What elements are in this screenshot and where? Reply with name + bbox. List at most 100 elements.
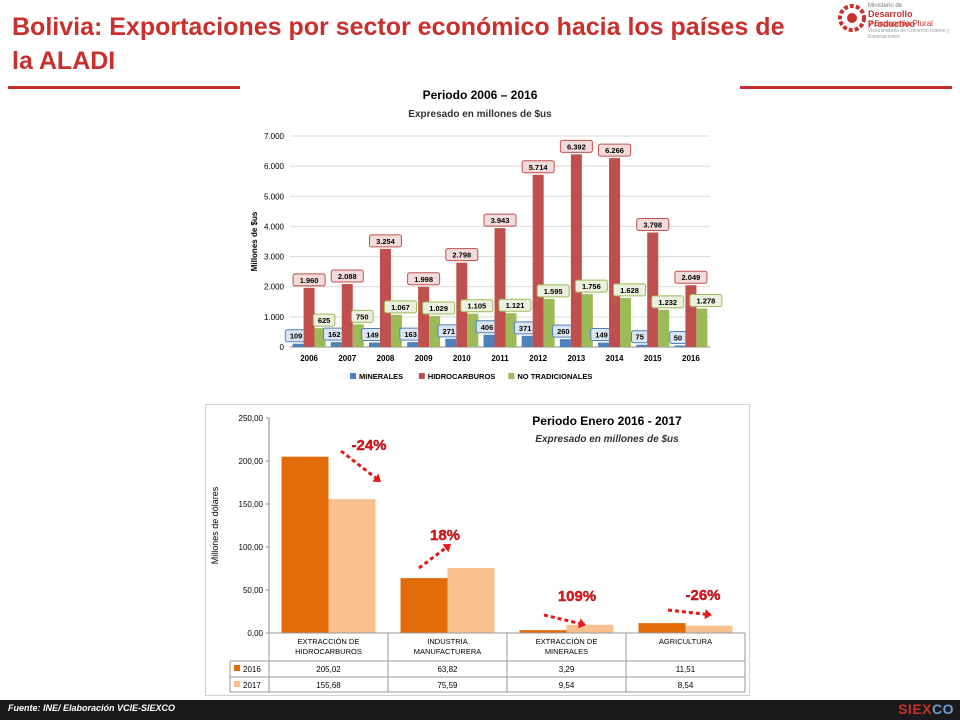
data-label-box: [330, 269, 364, 283]
x-tick-label: 2013: [567, 354, 585, 363]
bar-no-tradicionales: [543, 298, 555, 347]
y-tick-label: 250,00: [239, 414, 264, 423]
bar-hidrocarburos: [379, 248, 391, 347]
y-tick-label: 7.000: [264, 132, 285, 141]
data-label: 371: [519, 324, 532, 333]
data-label: 5.714: [529, 163, 549, 172]
data-label: 406: [481, 323, 494, 332]
bar-2017: [685, 625, 733, 633]
x-tick-label: 2011: [491, 354, 509, 363]
bar-no-tradicionales: [620, 297, 632, 347]
data-label-box: [651, 295, 685, 309]
bar-minerales: [368, 342, 380, 347]
y-tick-label: 5.000: [264, 192, 285, 201]
x-tick-label: 2009: [415, 354, 433, 363]
y-tick-label: 1.000: [264, 313, 285, 322]
chart-title: Periodo 2006 – 2016: [423, 88, 538, 102]
logo-line-4: Viceministerio de Comercio Interno y Exp…: [868, 28, 950, 40]
legend-label: MINERALES: [359, 372, 403, 381]
x-tick-label: 2015: [644, 354, 662, 363]
data-label: 2.088: [338, 272, 357, 281]
annotation-arrow-shaft: [340, 449, 377, 479]
brand-part-b: CO: [932, 701, 954, 717]
bar-minerales: [407, 342, 419, 347]
x-tick-label: 2007: [338, 354, 356, 363]
y-tick-label: 0: [280, 343, 285, 352]
footer-bar: Fuente: INE/ Elaboración VCIE-SIEXCO SIE…: [0, 700, 960, 720]
source-note: Fuente: INE/ Elaboración VCIE-SIEXCO: [8, 703, 176, 713]
change-annotation: -26%: [685, 587, 720, 604]
exports-2006-2016-chart: Periodo 2006 – 2016 Expresado en millones…: [240, 86, 740, 396]
data-label-box: [559, 139, 593, 153]
bar-minerales: [674, 345, 686, 347]
exports-jan-2016-2017-chart: Periodo Enero 2016 - 2017 Expresado en mi…: [205, 404, 750, 696]
data-label-box: [383, 300, 417, 314]
x-tick-label: 2016: [682, 354, 700, 363]
data-label-box: [521, 160, 555, 174]
data-label: 750: [356, 312, 369, 321]
bar-hidrocarburos: [494, 228, 506, 347]
bar-minerales: [483, 334, 495, 347]
legend-swatch: [350, 373, 356, 379]
category-label: MANUFACTURERA: [414, 647, 482, 656]
data-label: 1.121: [506, 301, 525, 310]
legend-swatch: [234, 665, 240, 671]
data-label-box: [689, 293, 723, 307]
bar-minerales: [598, 342, 610, 347]
data-label: 2.049: [682, 273, 701, 282]
data-label: 1.067: [391, 303, 410, 312]
data-label: 625: [318, 316, 331, 325]
bar-hidrocarburos: [303, 287, 315, 347]
chart-subtitle: Expresado en millones de $us: [535, 434, 679, 445]
annotation-arrow-head: [372, 473, 381, 482]
bar-no-tradicionales: [429, 315, 441, 347]
legend-label: 2017: [243, 681, 261, 690]
annotation-arrow-head: [704, 609, 712, 620]
bar-hidrocarburos: [341, 284, 353, 347]
page-title: Bolivia: Exportaciones por sector económ…: [12, 13, 785, 75]
y-axis-label: Millones de $us: [250, 211, 259, 271]
data-label: 6.392: [567, 142, 586, 151]
bar-2017: [566, 624, 614, 633]
bar-no-tradicionales: [314, 328, 326, 347]
bar-minerales: [521, 335, 533, 347]
bar-no-tradicionales: [658, 309, 670, 347]
y-tick-label: 2.000: [264, 283, 285, 292]
data-label-box: [598, 143, 632, 157]
table-value: 9,54: [559, 681, 575, 690]
category-label: HIDROCARBUROS: [295, 647, 362, 656]
legend-label: HIDROCARBUROS: [428, 372, 496, 381]
bar-2016: [400, 578, 448, 633]
logo-line-1: Ministerio de: [868, 3, 903, 9]
data-label-box: [460, 299, 494, 313]
table-value: 3,29: [559, 665, 575, 674]
data-label: 1.998: [414, 275, 433, 284]
annotation-arrow-shaft: [667, 608, 706, 616]
change-annotation: -24%: [351, 437, 386, 454]
legend-label: 2016: [243, 665, 261, 674]
data-label: 1.278: [697, 296, 716, 305]
table-value: 11,51: [676, 665, 696, 674]
y-tick-label: 3.000: [264, 253, 285, 262]
data-label: 1.960: [300, 276, 319, 285]
data-label: 1.105: [467, 302, 486, 311]
table-value: 8,54: [678, 681, 694, 690]
bar-2017: [328, 499, 376, 633]
bar-no-tradicionales: [581, 294, 593, 347]
annotation-arrow-shaft: [543, 613, 580, 625]
logo-line-2: Desarrollo Productivo: [868, 9, 916, 29]
chart-title: Periodo Enero 2016 - 2017: [532, 414, 682, 428]
legend-swatch: [234, 681, 240, 687]
bar-no-tradicionales: [696, 308, 708, 347]
data-label: 75: [636, 333, 644, 342]
bar-hidrocarburos: [647, 232, 659, 347]
siexco-logo: SIEXCO: [898, 701, 954, 717]
bar-2016: [281, 456, 329, 633]
data-label: 50: [674, 333, 682, 342]
table-value: 205,02: [316, 665, 341, 674]
y-tick-label: 150,00: [239, 500, 264, 509]
data-label: 260: [557, 327, 570, 336]
data-label-box: [350, 309, 374, 323]
y-tick-label: 6.000: [264, 162, 285, 171]
legend-swatch: [418, 373, 425, 379]
